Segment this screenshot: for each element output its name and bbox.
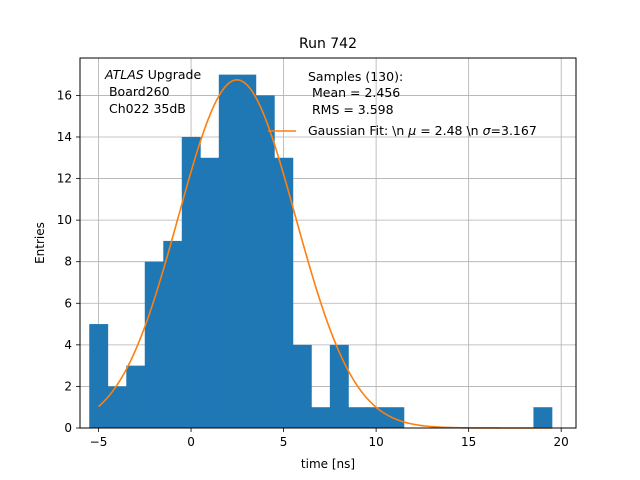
- histogram-bar: [385, 407, 405, 428]
- histogram-bars: [89, 74, 553, 429]
- x-tick-label: 10: [368, 435, 383, 449]
- y-axis-label: Entries: [33, 222, 47, 264]
- histogram-bar: [218, 74, 238, 428]
- y-tick-label: 16: [57, 88, 72, 102]
- y-tick-label: 8: [64, 255, 72, 269]
- upgrade-label: Upgrade: [144, 67, 202, 82]
- histogram-bar: [200, 157, 220, 429]
- atlas-annotation: ATLAS Upgrade Board260 Ch022 35dB: [104, 67, 201, 116]
- histogram-bar: [366, 407, 386, 428]
- x-tick-label: 5: [280, 435, 288, 449]
- histogram-bar: [163, 240, 183, 428]
- y-tick-label: 12: [57, 172, 72, 186]
- histogram-bar: [255, 95, 275, 428]
- x-tick-label: 20: [554, 435, 569, 449]
- legend: Samples (130): Mean = 2.456 RMS = 3.598 …: [268, 69, 537, 138]
- legend-fit-label: Gaussian Fit: \n μ = 2.48 \n σ=3.167: [308, 123, 537, 138]
- histogram-bar: [237, 74, 257, 428]
- y-tick-label: 2: [64, 379, 72, 393]
- x-tick-label: 15: [461, 435, 476, 449]
- histogram-bar: [329, 344, 349, 428]
- histogram-bar: [533, 407, 553, 428]
- plot-area: −5 0 5 10 15 20 0 2 4 6 8 10 12 14 16: [57, 57, 577, 449]
- annotation-line-1: ATLAS Upgrade: [104, 67, 201, 82]
- y-tick-label: 14: [57, 130, 72, 144]
- histogram-bar: [107, 386, 127, 428]
- histogram-bar: [126, 365, 146, 428]
- histogram-bar: [181, 136, 201, 428]
- histogram-bar: [89, 324, 109, 428]
- y-axis-ticks: 0 2 4 6 8 10 12 14 16: [57, 88, 80, 435]
- x-axis-ticks: −5 0 5 10 15 20: [90, 428, 569, 449]
- y-tick-label: 6: [64, 296, 72, 310]
- histogram-bar: [274, 157, 294, 429]
- histogram-bar: [348, 407, 368, 428]
- atlas-italic-label: ATLAS: [104, 67, 144, 82]
- stats-rms: RMS = 3.598: [308, 102, 394, 117]
- axes-frame: [79, 57, 577, 429]
- annotation-line-3: Ch022 35dB: [105, 101, 186, 116]
- y-tick-label: 0: [64, 421, 72, 435]
- chart-title: Run 742: [299, 36, 357, 52]
- y-tick-label: 4: [64, 338, 72, 352]
- stats-samples: Samples (130):: [308, 69, 403, 84]
- y-tick-label: 10: [57, 213, 72, 227]
- x-tick-label: 0: [187, 435, 195, 449]
- x-axis-label: time [ns]: [301, 457, 355, 471]
- histogram-bar: [144, 261, 164, 428]
- x-tick-label: −5: [90, 435, 108, 449]
- annotation-line-2: Board260: [105, 84, 170, 99]
- histogram-bar: [311, 407, 331, 428]
- stats-mean: Mean = 2.456: [308, 85, 400, 100]
- histogram-bar: [292, 344, 312, 428]
